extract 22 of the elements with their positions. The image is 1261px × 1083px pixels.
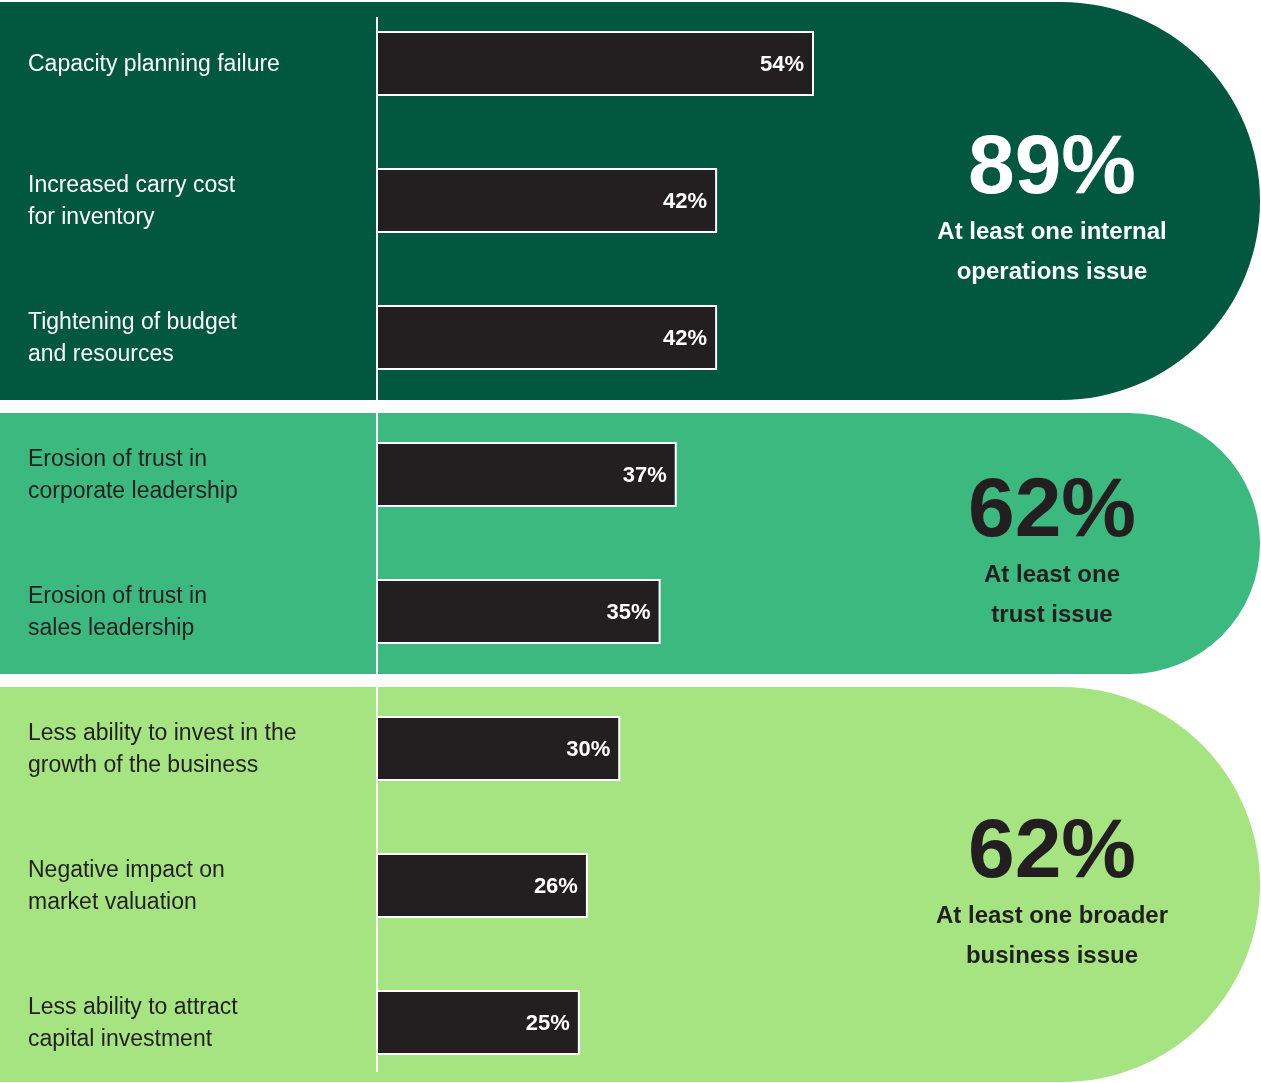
data-label: 42% — [663, 325, 708, 350]
y-tick-label: Erosion of trust in corporate leadership — [28, 445, 238, 503]
text: At least one trust issue — [983, 559, 1121, 627]
data-label: 42% — [663, 188, 708, 213]
text: At least one internal operations issue — [937, 217, 1167, 284]
y-tick-label: Capacity planning failure — [28, 50, 280, 76]
data-label: 54% — [759, 51, 804, 76]
text: At least one broader business issue — [935, 900, 1169, 968]
y-tick-label: Erosion of trust in sales leadership — [28, 582, 207, 640]
text: 62% — [967, 800, 1137, 895]
y-tick-label: Less ability to attract capital investment — [28, 993, 239, 1051]
data-label: 26% — [533, 873, 578, 898]
data-label: 30% — [566, 736, 611, 761]
data-label: 35% — [606, 599, 651, 624]
y-tick-label: Negative impact on market valuation — [28, 856, 225, 914]
y-tick-label: Less ability to invest in the growth of the business — [28, 719, 297, 777]
y-tick-label: Tightening of budget and resources — [28, 308, 238, 366]
data-label: 25% — [525, 1010, 570, 1035]
text: 62% — [967, 459, 1137, 554]
y-tick-label: Increased carry cost for inventory — [28, 171, 236, 229]
data-label: 37% — [622, 462, 667, 487]
text: 89% — [967, 117, 1137, 211]
